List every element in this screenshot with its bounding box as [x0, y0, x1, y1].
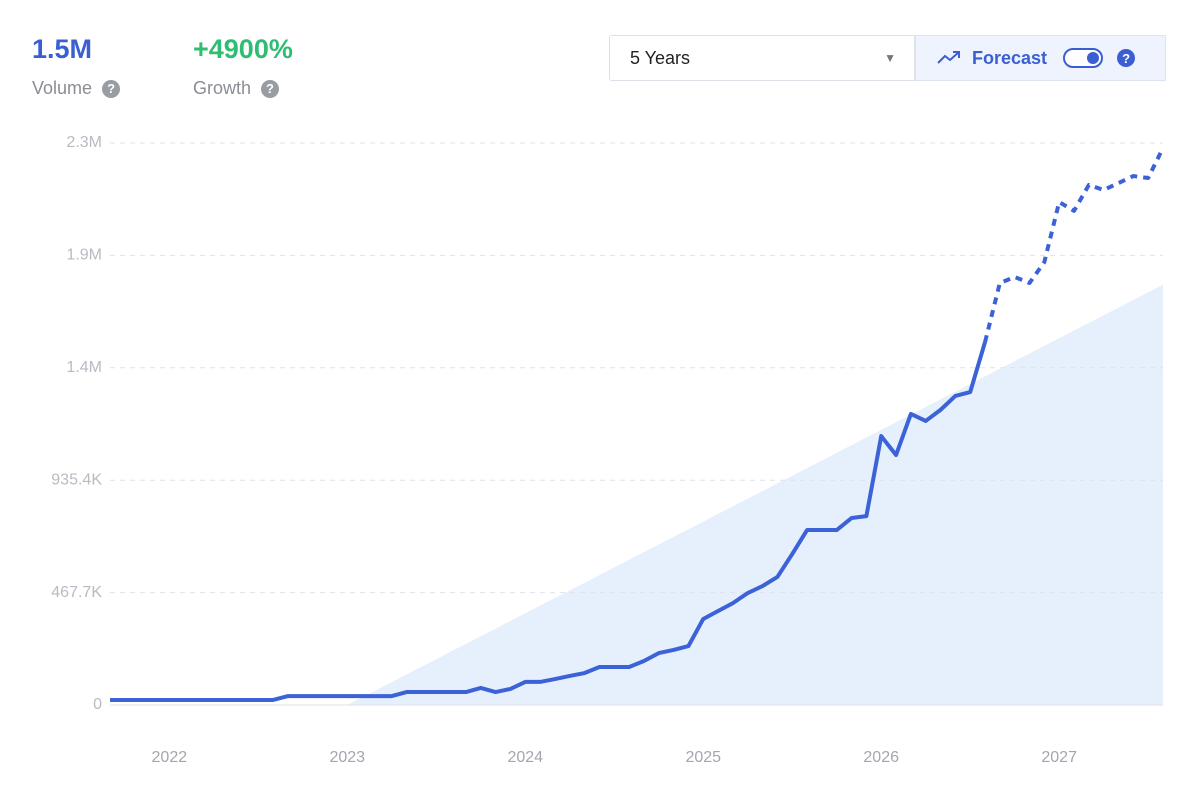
forecast-panel: Forecast ? — [915, 35, 1166, 81]
help-icon[interactable]: ? — [102, 79, 121, 98]
y-tick-label: 1.4M — [66, 359, 102, 376]
line — [110, 341, 987, 702]
volume-value: 1.5M — [32, 34, 93, 64]
x-tick-label: 2024 — [507, 749, 543, 766]
x-tick-label: 2027 — [1041, 749, 1077, 766]
x-tick-label: 2022 — [152, 749, 188, 766]
help-icon[interactable]: ? — [1117, 49, 1136, 67]
y-tick-label: 0 — [93, 696, 102, 713]
y-tick-label: 1.9M — [66, 247, 102, 264]
x-tick-label: 2023 — [329, 749, 365, 766]
y-tick-label: 935.4K — [51, 471, 102, 488]
range-dropdown[interactable]: 5 Years ▼ — [609, 35, 915, 81]
help-icon[interactable]: ? — [261, 79, 280, 98]
line — [983, 147, 1165, 343]
x-tick-label: 2026 — [863, 749, 899, 766]
y-tick-label: 2.3M — [66, 134, 102, 151]
trend-area — [347, 284, 1163, 705]
forecast-label: Forecast — [972, 47, 1048, 68]
x-tick-label: 2025 — [685, 749, 721, 766]
growth-label-row: Growth? — [193, 78, 280, 99]
volume-label: Volume — [32, 78, 93, 98]
range-value: 5 Years — [630, 47, 691, 68]
forecast-toggle[interactable] — [1063, 48, 1104, 68]
growth-label: Growth — [193, 78, 252, 98]
growth-value: +4900% — [193, 34, 293, 64]
dropdown-arrow: ▼ — [884, 51, 896, 65]
volume-label-row: Volume? — [32, 78, 121, 99]
trend-icon — [937, 51, 960, 64]
y-tick-label: 467.7K — [51, 584, 102, 601]
